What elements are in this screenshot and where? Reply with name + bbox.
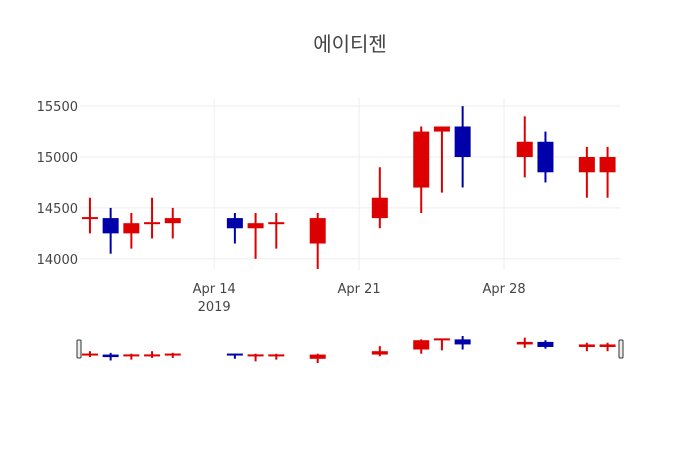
candle-body [454, 126, 471, 158]
candle-body [578, 157, 595, 173]
chart-title: 에이티젠 [313, 32, 387, 56]
candle-body [309, 218, 326, 244]
candle-body [537, 141, 554, 173]
x-tick-label: Apr 14 [193, 282, 236, 297]
candle-body [516, 141, 533, 158]
rangeslider-candle-body [599, 344, 616, 347]
rangeslider-candle-body [247, 354, 264, 357]
candle-body [81, 217, 98, 220]
rangeslider-candle-body [144, 354, 161, 357]
candle-body [599, 157, 616, 173]
candle-body [413, 131, 430, 188]
candle-body [226, 218, 243, 229]
rangeslider-candle-body [123, 354, 140, 357]
candle-body [164, 218, 181, 224]
rangeslider-candle-body [102, 354, 119, 358]
y-tick-label: 15500 [37, 100, 78, 115]
rangeslider-candle-body [371, 351, 388, 355]
rangeslider-candle-body [309, 354, 326, 359]
rangeslider-candle-body [537, 341, 554, 347]
candle-body [123, 223, 140, 234]
candle-body [144, 222, 161, 225]
y-tick-label: 14500 [37, 202, 78, 217]
candle-body [268, 222, 285, 225]
candle-body [102, 218, 119, 234]
candle-body [247, 223, 264, 229]
rangeslider[interactable] [80, 333, 620, 366]
rangeslider-candle-body [454, 339, 471, 345]
rangeslider-candle-body [433, 338, 450, 341]
x-tick-year: 2019 [198, 300, 231, 315]
x-tick-label: Apr 28 [482, 282, 525, 297]
y-tick-label: 14000 [37, 253, 78, 268]
rangeslider-candle-body [81, 353, 98, 356]
rangeslider-left-handle[interactable] [76, 339, 82, 359]
rangeslider-candle-body [413, 340, 430, 350]
rangeslider-candle-body [578, 344, 595, 347]
y-tick-label: 15000 [37, 151, 78, 166]
x-tick-label: Apr 21 [338, 282, 381, 297]
rangeslider-candle-body [268, 354, 285, 357]
rangeslider-candle-body [164, 353, 181, 356]
candle-body [371, 197, 388, 219]
rangeslider-right-handle[interactable] [618, 339, 624, 359]
rangeslider-candle-body [226, 353, 243, 356]
rangeslider-candle-body [516, 341, 533, 345]
candle-body [433, 126, 450, 132]
